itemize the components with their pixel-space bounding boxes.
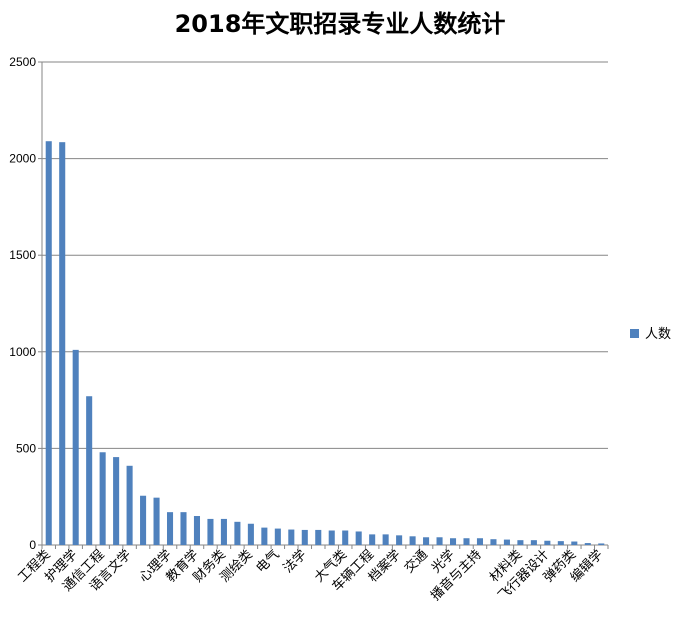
legend: 人数 (630, 327, 671, 342)
bar (530, 540, 537, 545)
bar (193, 516, 201, 545)
bar (517, 540, 524, 545)
bar (571, 541, 578, 545)
bar (153, 497, 160, 545)
bar (598, 543, 605, 545)
y-tick-label: 500 (16, 441, 36, 455)
bar (59, 142, 66, 546)
axes: 0 500 1000 1500 2000 2500 (9, 55, 609, 552)
bar (503, 539, 510, 545)
x-tick-label: 法学 (280, 547, 310, 577)
y-tick-label: 1500 (9, 248, 36, 262)
y-tick-label: 0 (29, 538, 36, 552)
bar (113, 457, 120, 545)
legend-swatch (630, 329, 639, 338)
bars (45, 141, 605, 546)
bar (369, 534, 376, 545)
bar (476, 538, 484, 545)
bar (126, 465, 133, 545)
bar (140, 495, 147, 545)
bar (355, 531, 362, 545)
chart-title: 2018年文职招录专业人数统计 (175, 10, 506, 38)
bar (207, 518, 214, 545)
bar (557, 541, 564, 545)
bar (45, 141, 52, 545)
bar (288, 529, 295, 545)
bar (274, 528, 281, 545)
x-tick-label: 播音与主持 (428, 547, 485, 604)
y-tick-label: 2500 (9, 55, 36, 69)
legend-label: 人数 (645, 327, 671, 342)
bar (544, 540, 551, 545)
bar (99, 452, 106, 545)
bar (584, 543, 591, 545)
bar (328, 530, 335, 545)
bar (261, 527, 268, 545)
bar (449, 538, 457, 545)
gridlines (42, 61, 608, 449)
bar (247, 523, 254, 545)
bar (490, 539, 497, 545)
bar (180, 512, 187, 545)
bar (166, 512, 174, 545)
bar (86, 396, 93, 545)
y-tick-label: 2000 (9, 152, 36, 166)
bar (463, 538, 470, 545)
bar (423, 537, 430, 545)
bar (220, 518, 227, 545)
x-tick-label: 交通 (401, 547, 431, 577)
bar (315, 529, 322, 545)
bar (234, 521, 241, 545)
x-tick-label: 电气 (253, 547, 283, 577)
bar (409, 536, 416, 545)
bar (382, 534, 389, 545)
bar (342, 530, 349, 545)
y-tick-label: 1000 (9, 345, 36, 359)
bar (301, 529, 308, 545)
bar (396, 535, 403, 545)
bar (436, 537, 443, 545)
bar (72, 349, 79, 545)
